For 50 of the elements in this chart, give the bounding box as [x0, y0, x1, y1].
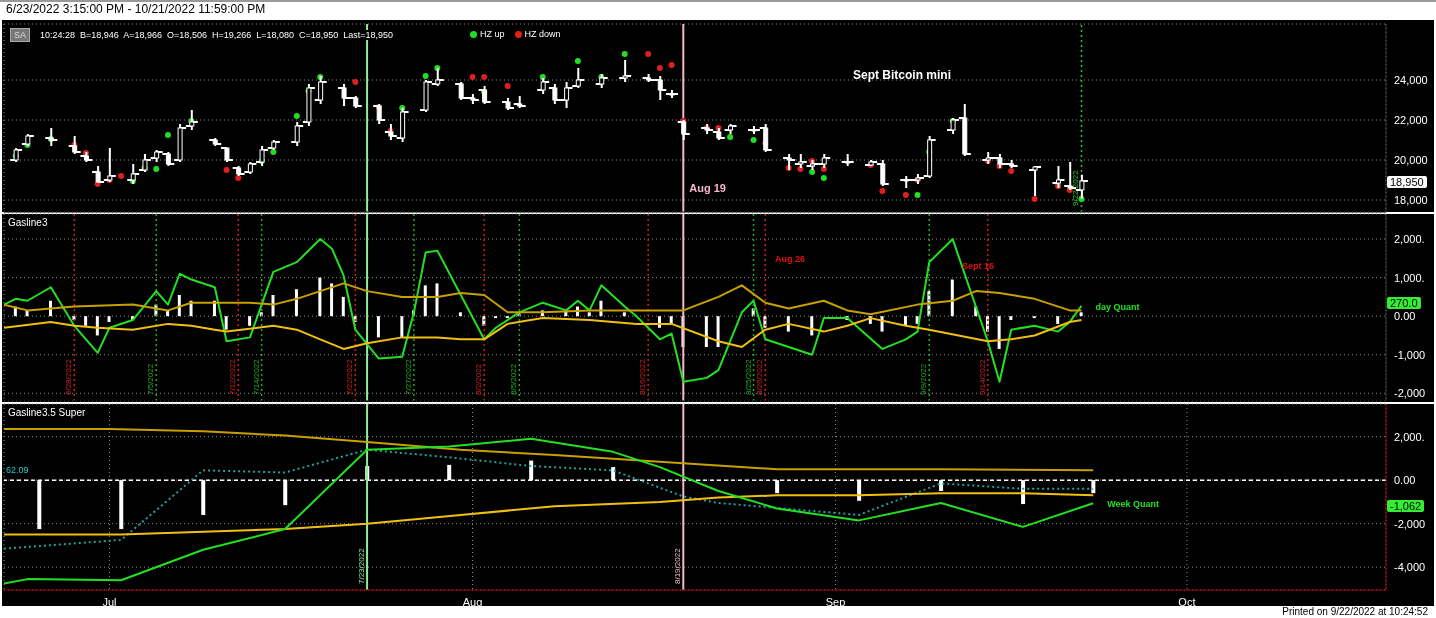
ref-line-label: 7/5/2022 [146, 363, 156, 395]
y-tick-label: 0.00 [1394, 474, 1416, 487]
y-tick-label: -2,000 [1394, 517, 1426, 530]
y-tick-label: 1,000. [1394, 271, 1425, 284]
chart-title: Gasline3.5 Super [8, 407, 86, 418]
ref-line-label: 8/19/2022 [673, 547, 683, 584]
y-tick-label: 22,000 [1394, 113, 1428, 126]
chart-title: Gasline3 [8, 217, 48, 228]
y-tick-label: 2,000. [1394, 430, 1425, 443]
annotation: 62.09 [6, 465, 29, 475]
ref-line-label: 7/27/2022 [403, 358, 413, 395]
ref-line-label: 7/12/2022 [228, 358, 238, 395]
ref-line-label: 9/22/2022 [1071, 169, 1081, 206]
text: Sept Bitcoin mini [853, 68, 952, 82]
ref-line-label: 7/22/2022 [345, 358, 355, 395]
x-tick-label: Jul [102, 595, 117, 608]
ref-line-label: 8/16/2022 [638, 358, 648, 395]
x-tick-label: Sep [825, 595, 846, 608]
text: 6/23/2022 3:15:00 PM - 10/21/2022 11:59:00 PM [6, 2, 266, 16]
y-tick-label: 0.00 [1394, 310, 1416, 323]
y-tick-label: -2,000 [1394, 387, 1426, 400]
y-tick-label: 20,000 [1394, 153, 1428, 166]
ref-line-label: 8/26/2022 [755, 358, 765, 395]
y-tick-label: 2,000. [1394, 232, 1425, 245]
legend-label: HZ down [523, 29, 561, 39]
annotation: Sept 16 [962, 261, 995, 271]
y-tick-label: 18,000 [1394, 193, 1428, 206]
annotation: SA [10, 28, 31, 42]
annotation: 10:24:28 B=18,946 A=18,966 O=18,506 H=19,266 L=18,080 C=18,950 Last=18,950 [40, 30, 394, 40]
text: Printed on 9/22/2022 at 10:24:52 [1282, 606, 1428, 617]
ref-line-label: Aug 19 [689, 182, 726, 194]
ref-line-label: 6/28/2022 [64, 358, 74, 395]
series-label: day Quant [1095, 301, 1140, 312]
series-label: Week Quant [1107, 499, 1160, 510]
ref-line-label: 8/2/2022 [474, 363, 484, 395]
text: 270.0 [1387, 297, 1421, 309]
x-tick-label: Oct [1178, 595, 1196, 608]
y-tick-label: -4,000 [1394, 561, 1426, 574]
ref-line-label: 9/14/2022 [977, 358, 987, 395]
ref-line-label: 8/25/2022 [743, 358, 753, 395]
y-tick-label: 24,000 [1394, 73, 1428, 86]
annotation: Aug 26 [775, 254, 806, 264]
text: -1,062 [1387, 500, 1425, 512]
text: 18,950 [1387, 176, 1427, 188]
legend-label: HZ up [479, 29, 505, 39]
ref-line-label: 7/14/2022 [251, 358, 261, 395]
ref-line-label: 8/5/2022 [509, 363, 519, 395]
ref-line-label: 9/9/2022 [919, 363, 929, 395]
y-tick-label: -1,000 [1394, 348, 1426, 361]
ref-line-label: 7/23/2022 [357, 547, 367, 584]
